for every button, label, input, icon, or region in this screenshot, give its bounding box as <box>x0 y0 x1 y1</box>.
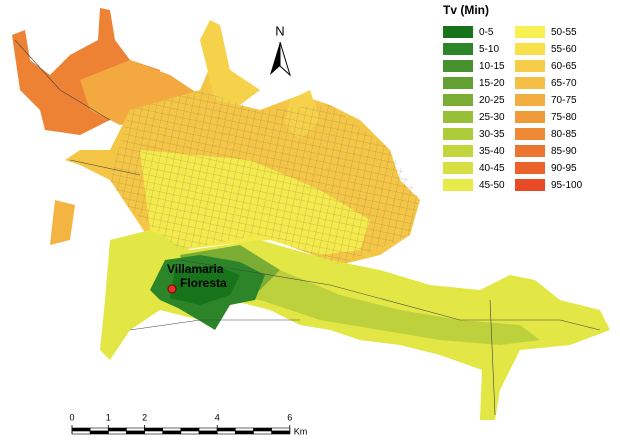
scale-label: 2 <box>142 412 147 422</box>
scale-segment <box>180 430 200 435</box>
scale-segment <box>235 427 254 432</box>
scale-bar: 0 1 2 4 6Km <box>69 412 307 436</box>
north-label: N <box>275 23 284 38</box>
legend-title: Tv (Min) <box>443 3 489 17</box>
legend-swatch <box>443 94 473 106</box>
legend-label: 65-70 <box>551 78 577 89</box>
legend-label: 80-85 <box>551 129 577 140</box>
scale-segment <box>71 430 91 435</box>
legend-swatch <box>443 179 473 191</box>
scale-segment <box>253 427 272 432</box>
legend-label: 15-20 <box>479 78 505 89</box>
legend-label: 45-50 <box>479 180 505 191</box>
legend-swatch <box>515 111 545 123</box>
scale-segment <box>216 430 236 435</box>
scale-segment <box>235 430 254 435</box>
legend-label: 95-100 <box>551 180 583 191</box>
scale-segment <box>198 427 218 432</box>
legend-label: 70-75 <box>551 95 577 106</box>
scale-segment <box>126 430 145 435</box>
legend-swatch <box>443 128 473 140</box>
place-marker <box>167 284 177 294</box>
travel-time-surface <box>12 8 610 420</box>
legend-label: 55-60 <box>551 44 577 55</box>
legend-label: 90-95 <box>551 163 577 174</box>
north-arrow: N <box>270 23 291 77</box>
legend-swatch <box>443 43 473 55</box>
legend-swatch <box>515 162 545 174</box>
legend-swatch <box>515 60 545 72</box>
legend-swatch <box>515 77 545 89</box>
scale-segment <box>89 427 109 432</box>
legend-swatch <box>443 60 473 72</box>
legend-swatch <box>443 162 473 174</box>
legend-label: 20-25 <box>479 95 505 106</box>
scale-segment <box>216 427 236 432</box>
scale-label: 1 <box>106 412 111 422</box>
legend-swatch <box>515 179 545 191</box>
legend-label: 85-90 <box>551 146 577 157</box>
legend-label: 0-5 <box>479 27 494 38</box>
legend-label: 25-30 <box>479 112 505 123</box>
scale-segment <box>108 430 127 435</box>
legend-swatch <box>515 128 545 140</box>
legend-swatch <box>515 26 545 38</box>
place-label: Villamaria <box>167 262 224 276</box>
scale-segment <box>162 430 182 435</box>
scale-segment <box>126 427 145 432</box>
scale-segment <box>253 430 272 435</box>
legend-label: 40-45 <box>479 163 505 174</box>
scale-segment <box>180 427 200 432</box>
legend-label: 75-80 <box>551 112 577 123</box>
legend-swatch <box>515 43 545 55</box>
legend-swatch <box>515 145 545 157</box>
scale-segment <box>198 430 218 435</box>
scale-label: 6 <box>287 412 292 422</box>
legend-swatch <box>515 94 545 106</box>
legend-label: 60-65 <box>551 61 577 72</box>
scale-segment <box>144 427 164 432</box>
scale-segment <box>271 427 291 432</box>
legend-swatch <box>443 77 473 89</box>
scale-label: 0 <box>69 412 74 422</box>
scale-segment <box>89 430 109 435</box>
legend-label: 30-35 <box>479 129 505 140</box>
place-label: Floresta <box>180 276 227 290</box>
legend-swatch <box>443 111 473 123</box>
legend-label: 10-15 <box>479 61 505 72</box>
scale-segment <box>108 427 127 432</box>
scale-label: 4 <box>215 412 220 422</box>
legend-swatch <box>443 26 473 38</box>
legend-label: 5-10 <box>479 44 499 55</box>
legend-swatch <box>443 145 473 157</box>
legend-label: 50-55 <box>551 27 577 38</box>
scale-segment <box>71 427 91 432</box>
legend-label: 35-40 <box>479 146 505 157</box>
scale-segment <box>162 427 182 432</box>
scale-segment <box>144 430 164 435</box>
legend: Tv (Min) 0-5 5-10 10-15 15-20 20-25 25-30 30-3… <box>443 3 583 191</box>
scale-unit: Km <box>294 426 308 436</box>
scale-segment <box>271 430 291 435</box>
